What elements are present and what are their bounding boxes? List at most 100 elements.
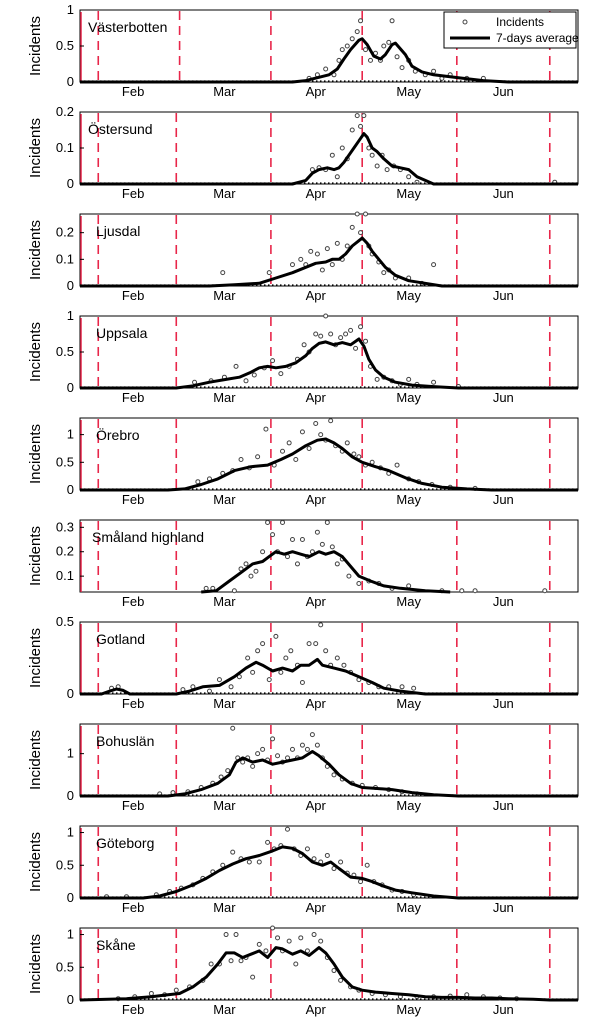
incident-point [369,152,375,158]
incident-point [399,684,405,690]
y-tick-label: 0 [67,686,74,701]
incident-point [361,113,367,119]
panel-östersund: 0 0.1 0.2 Incidents Feb Mar Apr May Jun Östersund [27,104,579,201]
y-tick-label: 0 [67,74,74,89]
incident-point [334,655,340,661]
incident-point [313,421,319,427]
incident-point [270,358,276,364]
incident-point [285,826,290,832]
x-tick-label: Feb [122,186,144,201]
y-tick-label: 0.1 [56,568,74,583]
panel-göteborg: 0 0.5 1 Incidents Feb Mar Apr May Jun Göteborg [27,825,579,915]
panel-frame [79,723,579,797]
incident-point [329,152,335,158]
incident-point [344,243,350,249]
incident-point [256,941,262,947]
incident-point [283,655,289,661]
incident-point [328,331,334,337]
y-tick-label: 0 [67,278,74,293]
x-tick-label: Feb [122,594,144,609]
incident-point [230,725,236,731]
incident-point [216,677,222,683]
incident-point [334,240,340,246]
y-tick-label: 0.5 [56,454,74,469]
incident-point [238,958,244,964]
incident-point [344,440,350,446]
x-tick-label: Jun [493,594,514,609]
average-line [201,550,451,594]
incident-point [275,935,281,941]
incident-point [248,573,254,579]
incident-point [233,932,239,938]
incident-point [266,677,272,683]
incident-point [243,378,249,384]
incident-point [318,938,324,944]
x-tick-label: Feb [122,1002,144,1017]
incident-point [358,18,364,24]
incident-point [228,684,234,690]
incident-point [230,849,236,855]
incident-point [308,248,314,254]
x-tick-label: Feb [122,84,144,99]
incident-point [338,335,344,341]
incident-point [344,43,350,49]
incident-point [324,852,330,858]
x-tick-label: May [396,492,421,507]
x-tick-label: May [396,84,421,99]
panel-frame [79,213,579,287]
x-tick-label: Apr [306,900,327,915]
y-tick-label: 1 [67,427,74,442]
x-tick-label: Apr [306,1002,327,1017]
incident-point [285,554,290,560]
incident-point [358,230,364,236]
incident-point [231,588,237,594]
incident-point [358,123,364,129]
region-label: Gotland [96,631,145,647]
y-tick-label: 0.2 [56,225,74,240]
incident-point [233,363,239,369]
incident-point [263,948,269,954]
y-axis-label: Incidents [27,526,44,586]
y-tick-label: 0 [67,890,74,905]
x-tick-label: Jun [493,186,514,201]
incident-point [318,432,324,438]
legend-box [443,11,577,49]
x-tick-label: Jun [493,900,514,915]
legend-dot-symbol [462,19,468,25]
average-line [79,946,578,1002]
x-tick-label: May [396,798,421,813]
incident-point [431,379,437,385]
average-line [80,132,578,186]
y-axis-label: Incidents [27,424,44,484]
x-tick-label: Feb [122,900,144,915]
x-tick-label: Apr [306,696,327,711]
region-label: Östersund [88,120,153,137]
y-tick-label: 0 [67,992,74,1007]
x-tick-label: Mar [213,696,236,711]
panel-frame [79,927,579,1001]
incident-point [255,454,261,460]
incident-point [218,774,224,780]
incident-point [299,537,305,543]
incident-point [278,669,284,675]
y-tick-label: 0.5 [56,614,74,629]
y-tick-label: 0 [67,482,74,497]
incident-point [250,669,256,675]
incident-point [368,57,373,63]
average-line [80,236,578,288]
incident-point [328,418,334,424]
y-tick-label: 0 [67,380,74,395]
incident-point [381,43,387,49]
incident-point [265,519,271,525]
region-label: Uppsala [96,325,148,341]
average-line [80,657,578,696]
region-label: Ljusdal [96,223,140,239]
incident-point [349,127,355,133]
incident-point [309,732,315,738]
region-label: Västerbotten [88,19,167,35]
incident-point [270,532,276,538]
x-tick-label: Apr [306,186,327,201]
incident-point [299,429,305,435]
incident-point [341,662,347,668]
incident-point [354,211,360,217]
